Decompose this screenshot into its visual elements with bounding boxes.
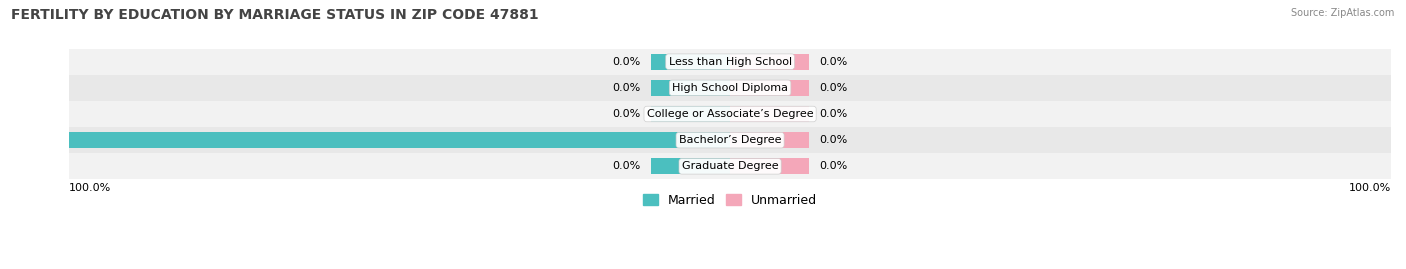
- Bar: [69, 153, 1391, 179]
- Text: 0.0%: 0.0%: [820, 135, 848, 145]
- Text: 0.0%: 0.0%: [820, 109, 848, 119]
- Text: College or Associate’s Degree: College or Associate’s Degree: [647, 109, 814, 119]
- Bar: [651, 54, 730, 70]
- Text: 0.0%: 0.0%: [820, 83, 848, 93]
- Text: 0.0%: 0.0%: [820, 161, 848, 171]
- Bar: [651, 158, 730, 175]
- Text: Less than High School: Less than High School: [668, 57, 792, 67]
- Bar: [730, 54, 810, 70]
- Bar: [730, 158, 810, 175]
- Text: Source: ZipAtlas.com: Source: ZipAtlas.com: [1291, 8, 1395, 18]
- Text: 0.0%: 0.0%: [613, 57, 641, 67]
- Bar: [69, 75, 1391, 101]
- Text: 100.0%: 100.0%: [69, 183, 111, 193]
- Text: FERTILITY BY EDUCATION BY MARRIAGE STATUS IN ZIP CODE 47881: FERTILITY BY EDUCATION BY MARRIAGE STATU…: [11, 8, 538, 22]
- Bar: [651, 106, 730, 122]
- Bar: [730, 106, 810, 122]
- Bar: [651, 80, 730, 96]
- Text: 100.0%: 100.0%: [13, 135, 59, 145]
- Text: 0.0%: 0.0%: [613, 161, 641, 171]
- Bar: [730, 80, 810, 96]
- Bar: [69, 132, 730, 148]
- Text: Graduate Degree: Graduate Degree: [682, 161, 779, 171]
- Text: 0.0%: 0.0%: [820, 57, 848, 67]
- Text: 0.0%: 0.0%: [613, 109, 641, 119]
- Text: Bachelor’s Degree: Bachelor’s Degree: [679, 135, 782, 145]
- Bar: [69, 49, 1391, 75]
- Bar: [69, 101, 1391, 127]
- Text: High School Diploma: High School Diploma: [672, 83, 789, 93]
- Text: 100.0%: 100.0%: [1348, 183, 1391, 193]
- Bar: [69, 127, 1391, 153]
- Legend: Married, Unmarried: Married, Unmarried: [638, 189, 823, 212]
- Bar: [730, 132, 810, 148]
- Text: 0.0%: 0.0%: [613, 83, 641, 93]
